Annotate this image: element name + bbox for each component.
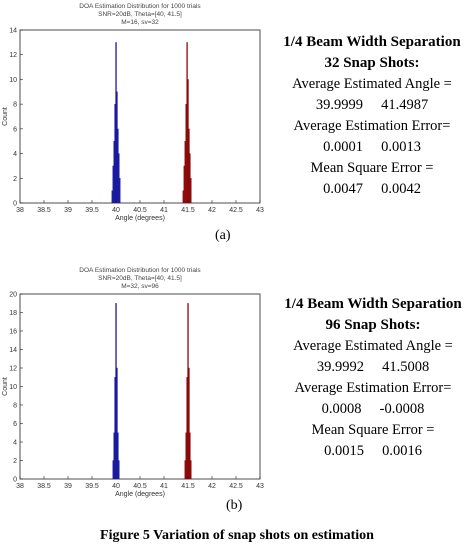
snapshots-heading: 96 Snap Shots: [325, 317, 421, 333]
x-tick-label: 42.5 [229, 483, 243, 490]
y-tick-label: 10 [9, 77, 17, 84]
avg-error-label: Average Estimation Error= [293, 118, 451, 134]
histogram-chart-b: DOA Estimation Distribution for 1000 tri… [2, 267, 264, 498]
avg-angle-label: Average Estimated Angle = [293, 338, 453, 354]
plot-title-line: SNR=20dB, Theta=[40, 41.5] [98, 275, 182, 282]
y-tick-label: 0 [13, 477, 17, 484]
mse-label: Mean Square Error = [310, 160, 434, 176]
plot-axes-box [19, 29, 261, 204]
y-axis-label: Count [2, 377, 9, 396]
mse-values: 0.0015 0.0016 [324, 443, 422, 459]
x-tick-label: 43 [256, 483, 264, 490]
avg-error-values: 0.0008 -0.0008 [321, 401, 425, 417]
histogram-bar [116, 367, 118, 480]
x-tick-label: 41 [160, 207, 168, 214]
plot-title-line: SNR=20dB, Theta=[40, 41.5] [98, 11, 182, 18]
x-tick-label: 43 [256, 207, 264, 214]
y-tick-label: 6 [13, 421, 17, 428]
separation-heading: 1/4 Beam Width Separation [284, 296, 462, 312]
y-tick-label: 4 [13, 440, 17, 447]
histogram-bar [190, 178, 192, 204]
x-tick-label: 39.5 [85, 207, 99, 214]
separation-heading: 1/4 Beam Width Separation [283, 34, 461, 50]
y-tick-label: 14 [9, 347, 17, 354]
y-tick-label: 0 [13, 201, 17, 208]
x-tick-label: 41.5 [181, 207, 195, 214]
figure-caption: Figure 5 Variation of snap shots on esti… [100, 528, 374, 543]
x-tick-label: 38 [16, 483, 24, 490]
y-tick-label: 12 [9, 52, 17, 59]
histogram-bar [188, 367, 190, 480]
x-tick-label: 40 [112, 483, 120, 490]
y-tick-label: 18 [9, 310, 17, 317]
y-axis-label: Count [2, 107, 9, 126]
x-tick-label: 42.5 [229, 207, 243, 214]
y-tick-label: 12 [9, 366, 17, 373]
y-tick-label: 14 [9, 28, 17, 35]
mse-label: Mean Square Error = [311, 422, 435, 438]
caption-a: (a) [215, 228, 231, 243]
avg-angle-values: 39.9992 41.5008 [316, 359, 430, 375]
x-tick-label: 40.5 [133, 207, 147, 214]
histogram-bar [118, 460, 120, 480]
y-tick-label: 20 [9, 292, 17, 299]
avg-angle-values: 39.9999 41.4987 [315, 97, 429, 113]
x-tick-label: 38 [16, 207, 24, 214]
y-tick-label: 10 [9, 384, 17, 391]
caption-b: (b) [226, 498, 243, 513]
x-tick-label: 41.5 [181, 483, 195, 490]
x-tick-label: 38.5 [37, 483, 51, 490]
histogram-bar [190, 460, 192, 480]
y-tick-label: 16 [9, 329, 17, 336]
plot-b: DOA Estimation Distribution for 1000 tri… [0, 262, 270, 502]
plot-a: DOA Estimation Distribution for 1000 tri… [0, 0, 270, 230]
x-tick-label: 39.5 [85, 483, 99, 490]
x-axis-label: Angle (degrees) [115, 215, 165, 222]
x-tick-label: 39 [64, 207, 72, 214]
stats-panel-a: 1/4 Beam Width Separation 32 Snap Shots:… [272, 32, 472, 200]
x-tick-label: 40.5 [133, 483, 147, 490]
avg-error-values: 0.0001 0.0013 [323, 139, 421, 155]
y-tick-label: 2 [13, 458, 17, 465]
avg-angle-label: Average Estimated Angle = [292, 76, 452, 92]
mse-values: 0.0047 0.0042 [323, 181, 421, 197]
x-tick-label: 42 [208, 207, 216, 214]
x-tick-label: 39 [64, 483, 72, 490]
y-tick-label: 2 [13, 176, 17, 183]
plot-title-line: M=32, sv=96 [121, 283, 159, 290]
histogram-bar [117, 432, 119, 480]
x-tick-label: 42 [208, 483, 216, 490]
plot-title-line: M=16, sv=32 [121, 19, 159, 26]
x-axis-label: Angle (degrees) [115, 491, 165, 498]
plot-title-line: DOA Estimation Distribution for 1000 tri… [79, 3, 201, 10]
y-tick-label: 4 [13, 151, 17, 158]
plot-axes-box [19, 293, 261, 480]
y-tick-label: 6 [13, 126, 17, 133]
avg-error-label: Average Estimation Error= [294, 380, 452, 396]
x-tick-label: 40 [112, 207, 120, 214]
y-tick-label: 8 [13, 403, 17, 410]
histogram-bar [119, 178, 121, 204]
histogram-chart-a: DOA Estimation Distribution for 1000 tri… [2, 3, 264, 222]
y-tick-label: 8 [13, 102, 17, 109]
x-tick-label: 41 [160, 483, 168, 490]
histogram-bar [189, 432, 191, 480]
x-tick-label: 38.5 [37, 207, 51, 214]
stats-panel-b: 1/4 Beam Width Separation 96 Snap Shots:… [272, 294, 474, 462]
snapshots-heading: 32 Snap Shots: [324, 55, 420, 71]
plot-title-line: DOA Estimation Distribution for 1000 tri… [79, 267, 201, 274]
